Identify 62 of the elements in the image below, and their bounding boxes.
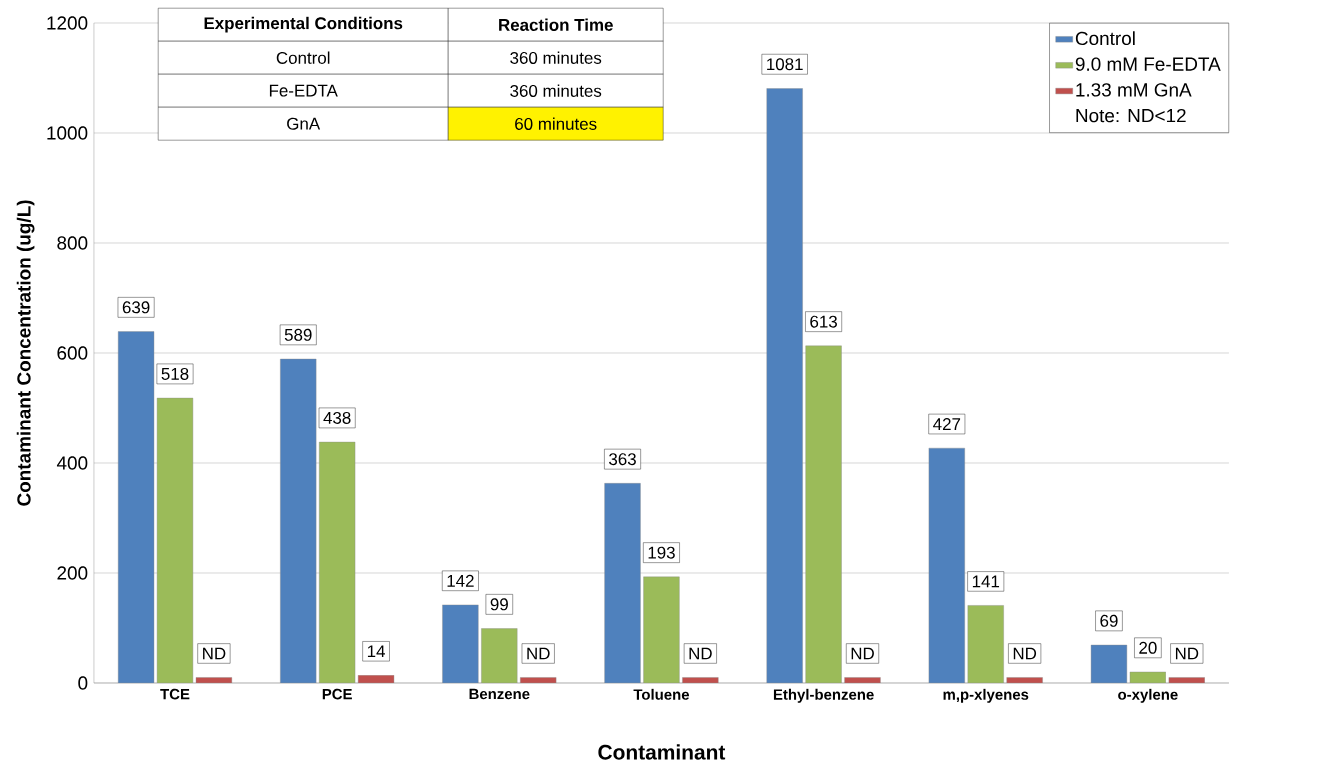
y-tick-label: 600 bbox=[57, 346, 88, 360]
data-label: 363 bbox=[609, 453, 636, 466]
bar bbox=[481, 628, 518, 683]
bar bbox=[1090, 644, 1128, 683]
x-tick-label: PCE bbox=[322, 688, 352, 700]
data-label: 613 bbox=[810, 315, 837, 328]
annotation: Reaction Time bbox=[499, 18, 613, 31]
x-axis-title: Contaminant bbox=[598, 744, 726, 760]
annotation: GnA bbox=[287, 117, 321, 130]
data-label: 518 bbox=[161, 367, 189, 380]
data-label: 20 bbox=[1139, 641, 1157, 654]
data-label: 438 bbox=[323, 411, 351, 424]
x-tick-label: TCE bbox=[160, 688, 190, 700]
data-label: ND bbox=[203, 647, 226, 660]
data-label: 639 bbox=[122, 301, 150, 314]
data-label: 427 bbox=[933, 418, 961, 430]
data-label: 1081 bbox=[767, 58, 803, 71]
bar bbox=[319, 441, 356, 683]
annotation: 360 minutes bbox=[510, 51, 602, 64]
data-label: 141 bbox=[972, 575, 1000, 588]
y-tick-label: 400 bbox=[56, 456, 88, 470]
bar bbox=[805, 345, 842, 683]
annotation: Control bbox=[276, 51, 330, 64]
y-tick-label: 0 bbox=[78, 676, 88, 690]
data-label: 193 bbox=[648, 546, 675, 559]
y-tick-label: 200 bbox=[57, 566, 88, 580]
bar bbox=[928, 447, 965, 683]
bar bbox=[967, 605, 1004, 683]
data-label: 69 bbox=[1100, 614, 1118, 627]
bar bbox=[766, 88, 803, 683]
bar bbox=[604, 483, 641, 683]
legend-label: 1.33 mM GnA bbox=[1076, 83, 1192, 97]
annotation: 60 minutes bbox=[515, 117, 597, 130]
y-tick-label: 1200 bbox=[47, 16, 88, 30]
y-axis-title: Contaminant Concentration (ug/L) bbox=[16, 200, 35, 506]
annotation: 360 minutes bbox=[510, 84, 602, 97]
x-tick-label: Ethyl-benzene bbox=[773, 688, 874, 703]
y-tick-label: 800 bbox=[57, 236, 88, 250]
data-label: ND bbox=[1175, 647, 1199, 660]
data-label: ND bbox=[1013, 647, 1037, 660]
data-label: 589 bbox=[284, 328, 312, 341]
data-label: ND bbox=[527, 647, 550, 660]
bar bbox=[442, 604, 479, 683]
annotation: Note: ND<12 bbox=[1076, 108, 1186, 123]
legend-label: 9.0 mM Fe-EDTA bbox=[1075, 57, 1221, 71]
annotation: Fe-EDTA bbox=[269, 84, 338, 97]
bar bbox=[156, 397, 194, 683]
legend-label: Control bbox=[1075, 31, 1135, 46]
data-label: 14 bbox=[367, 645, 385, 658]
annotation: Experimental Conditions bbox=[204, 16, 403, 33]
x-tick-label: Benzene bbox=[469, 688, 530, 700]
data-label: 142 bbox=[447, 574, 474, 587]
bar bbox=[643, 576, 680, 683]
bar bbox=[280, 358, 317, 683]
bar bbox=[117, 331, 155, 683]
y-tick-label: 1000 bbox=[47, 126, 88, 140]
x-tick-label: m,p-xlyenes bbox=[943, 688, 1029, 703]
data-label: ND bbox=[689, 647, 712, 660]
data-label: ND bbox=[851, 647, 874, 660]
x-tick-label: o-xylene bbox=[1118, 688, 1178, 703]
data-label: 99 bbox=[490, 598, 508, 611]
x-tick-label: Toluene bbox=[633, 688, 690, 700]
